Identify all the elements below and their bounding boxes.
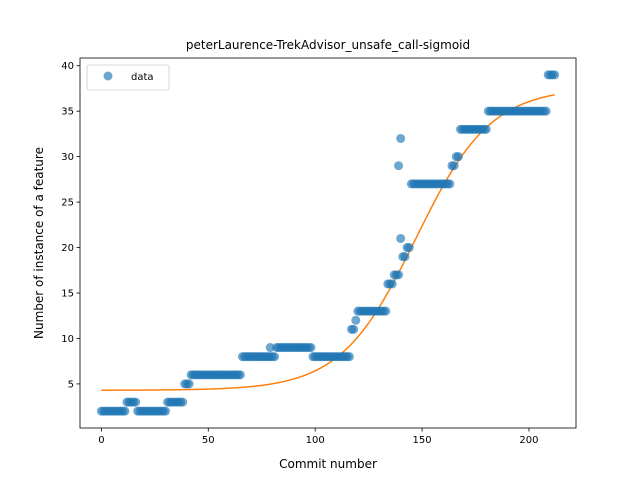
legend-box — [86, 64, 170, 91]
x-tick-label-3: 150 — [413, 435, 432, 446]
data-point — [541, 106, 551, 116]
y-tick-label-4: 25 — [61, 198, 74, 209]
y-tick-label-3: 20 — [61, 243, 74, 254]
x-axis-label: Commit number — [279, 457, 377, 471]
data-point — [381, 306, 391, 316]
data-point — [235, 370, 245, 380]
data-point — [396, 133, 406, 143]
data-point — [445, 179, 455, 189]
y-tick-label-7: 40 — [61, 61, 74, 72]
data-point — [394, 161, 404, 171]
x-axis-ticks: 0 50 100 150 200 — [98, 428, 539, 446]
data-point — [481, 124, 491, 134]
data-point — [344, 352, 354, 362]
x-tick-label-2: 100 — [306, 435, 325, 446]
plot-frame — [79, 57, 577, 429]
y-axis-ticks: 5 10 15 20 25 30 35 40 — [61, 61, 80, 390]
data-point — [184, 379, 194, 389]
sigmoid-fit-line — [101, 94, 555, 391]
chart-title: peterLaurence-TrekAdvisor_unsafe_call-si… — [186, 38, 470, 52]
legend: data — [86, 64, 170, 91]
data-point — [161, 406, 171, 416]
data-point — [131, 397, 141, 407]
x-tick-label-0: 0 — [98, 435, 104, 446]
data-point — [449, 161, 459, 171]
x-tick-label-1: 50 — [202, 435, 215, 446]
plot-area — [80, 58, 576, 428]
data-point — [306, 343, 316, 353]
data-point — [394, 270, 404, 280]
y-tick-label-5: 30 — [61, 152, 74, 163]
data-point — [178, 397, 188, 407]
data-point — [265, 343, 275, 353]
legend-marker-data — [103, 71, 113, 81]
data-point — [387, 279, 397, 289]
y-tick-label-1: 10 — [61, 334, 74, 345]
data-point — [396, 233, 406, 243]
data-point — [120, 406, 130, 416]
data-point — [404, 243, 414, 253]
data-point — [270, 352, 280, 362]
data-point — [349, 324, 359, 334]
legend-label-data: data — [131, 72, 154, 83]
y-tick-label-0: 5 — [68, 379, 74, 390]
data-point — [351, 315, 361, 325]
points-layer — [96, 70, 560, 416]
data-point — [550, 70, 560, 80]
y-tick-label-2: 15 — [61, 289, 74, 300]
fit-layer — [101, 94, 555, 391]
data-point — [400, 252, 410, 262]
x-tick-label-4: 200 — [519, 435, 538, 446]
y-tick-label-6: 35 — [61, 107, 74, 118]
y-axis-label: Number of instance of a feature — [32, 147, 46, 339]
data-point — [453, 152, 463, 162]
